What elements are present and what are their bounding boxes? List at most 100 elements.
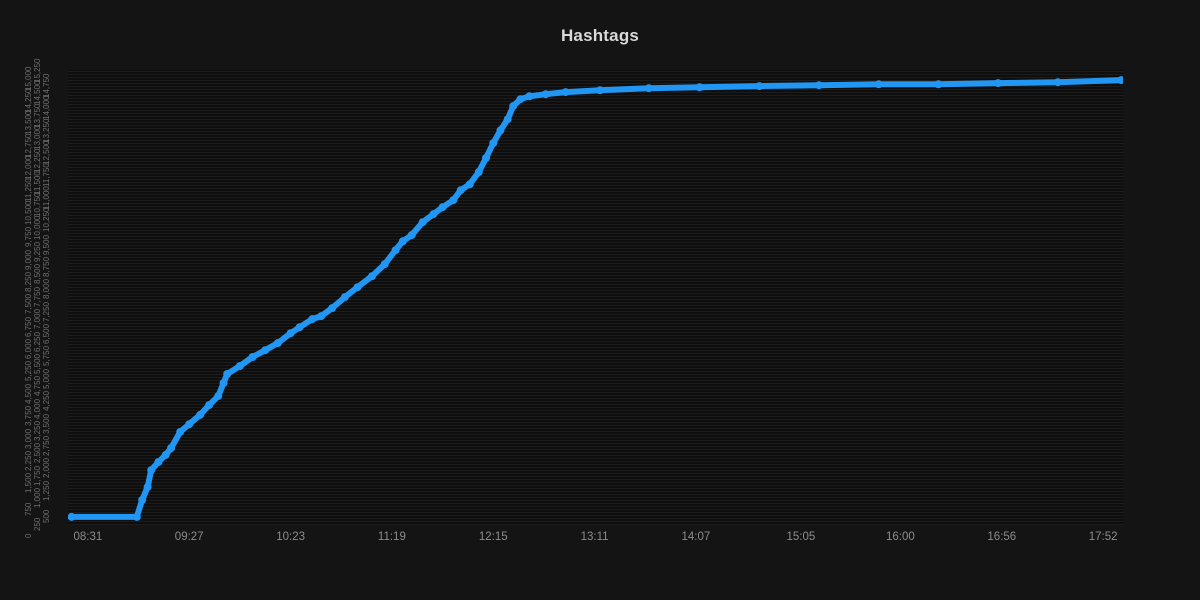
y-tick-label: 13,000	[33, 125, 42, 151]
y-tick-label: 11,000	[42, 185, 51, 210]
data-point-marker	[449, 196, 458, 205]
data-point-marker	[340, 293, 349, 302]
y-tick-label: 7,500	[24, 294, 33, 315]
x-tick-label: 14:07	[681, 531, 711, 543]
data-point-marker	[509, 102, 518, 111]
y-tick-label: 250	[33, 517, 42, 531]
data-point-marker	[429, 210, 438, 219]
data-point-marker	[474, 168, 483, 176]
y-tick-label: 6,000	[24, 338, 33, 359]
data-point-marker	[503, 115, 512, 124]
y-tick-label: 750	[24, 502, 33, 516]
x-tick-label: 13:11	[580, 531, 609, 543]
y-tick-label: 12,750	[24, 133, 33, 158]
y-tick-label: 2,750	[42, 435, 51, 456]
x-tick-label: 12:15	[478, 531, 508, 543]
y-tick-label: 7,250	[42, 301, 51, 322]
y-tick-label: 9,250	[33, 241, 42, 262]
y-tick-label: 15,250	[33, 58, 42, 83]
y-tick-label: 4,500	[24, 383, 33, 404]
chart-title: Hashtags	[560, 26, 640, 45]
data-point-marker	[644, 84, 653, 93]
x-tick-label: 17:52	[1088, 531, 1118, 543]
y-tick-label: 6,500	[42, 324, 51, 345]
line-series	[68, 76, 1123, 521]
x-tick-label: 08:31	[73, 531, 103, 543]
data-point-marker	[391, 246, 400, 255]
y-tick-label: 9,750	[24, 227, 33, 248]
y-tick-label: 7,000	[33, 309, 42, 330]
y-tick-label: 8,750	[42, 256, 51, 277]
data-point-marker	[273, 339, 282, 347]
data-point-marker	[219, 379, 228, 387]
data-point-marker	[482, 154, 490, 162]
data-point-marker	[815, 81, 823, 90]
data-point-marker	[489, 139, 498, 148]
series-path	[68, 77, 1123, 520]
y-axis-labels: 0 250 500 750 1,000 1,250 1,500 1,750 2,000 2,250…	[24, 59, 67, 538]
data-point-marker	[456, 186, 465, 195]
x-tick-label: 09:27	[174, 531, 204, 543]
x-tick-label: 10:23	[276, 531, 305, 543]
y-tick-label: 0	[24, 533, 33, 538]
y-tick-label: 1,250	[42, 480, 51, 501]
y-tick-label: 4,000	[33, 398, 42, 419]
y-tick-label: 3,750	[24, 406, 33, 427]
data-point-marker	[161, 450, 170, 459]
y-tick-label: 8,250	[24, 271, 33, 292]
y-tick-label: 1,000	[33, 488, 42, 509]
data-point-marker	[874, 80, 883, 89]
data-point-marker	[176, 427, 185, 436]
y-tick-label: 14,250	[24, 88, 33, 113]
data-point-marker	[418, 218, 427, 227]
y-tick-label: 2,500	[33, 443, 42, 464]
data-point-marker	[1117, 76, 1123, 85]
data-point-marker	[286, 329, 295, 338]
data-point-marker	[994, 79, 1003, 88]
data-point-marker	[368, 272, 376, 281]
data-point-marker	[398, 237, 407, 246]
data-point-marker	[132, 512, 141, 521]
data-point-marker	[154, 458, 163, 466]
y-tick-label: 10,500	[24, 200, 33, 225]
y-tick-label: 10,750	[33, 192, 42, 218]
y-tick-label: 14,500	[33, 80, 42, 106]
y-tick-label: 9,500	[42, 234, 51, 255]
plot-area[interactable]	[68, 70, 1123, 525]
data-point-marker	[235, 362, 244, 370]
data-point-marker	[755, 82, 764, 91]
y-tick-label: 4,250	[42, 391, 51, 412]
data-point-marker	[1053, 78, 1062, 87]
y-tick-label: 15,000	[24, 66, 33, 91]
data-point-marker	[695, 83, 704, 92]
data-point-marker	[308, 315, 317, 324]
y-tick-label: 12,250	[33, 148, 42, 173]
data-point-marker	[496, 126, 505, 135]
y-tick-label: 6,250	[33, 331, 42, 352]
data-point-marker	[465, 180, 474, 189]
y-tick-label: 3,500	[42, 413, 51, 434]
y-tick-label: 5,750	[42, 346, 51, 367]
data-point-marker	[596, 86, 604, 95]
data-point-marker	[68, 512, 76, 521]
data-point-marker	[295, 323, 304, 332]
y-tick-label: 7,750	[33, 286, 42, 307]
y-tick-label: 2,250	[24, 450, 33, 471]
x-tick-label: 11:19	[377, 531, 406, 543]
y-tick-label: 3,000	[24, 428, 33, 449]
data-point-marker	[407, 231, 416, 239]
data-point-marker	[525, 92, 534, 101]
y-tick-label: 5,500	[33, 353, 42, 374]
data-point-marker	[205, 401, 214, 410]
y-tick-label: 5,250	[24, 361, 33, 382]
data-point-marker	[167, 444, 176, 452]
data-point-marker	[353, 283, 362, 292]
x-tick-label: 16:00	[886, 531, 915, 543]
data-point-marker	[328, 304, 337, 313]
y-tick-label: 6,750	[24, 316, 33, 337]
data-point-marker	[248, 353, 257, 361]
data-point-marker	[438, 203, 447, 212]
data-point-marker	[934, 80, 943, 89]
y-tick-label: 1,500	[24, 473, 33, 494]
